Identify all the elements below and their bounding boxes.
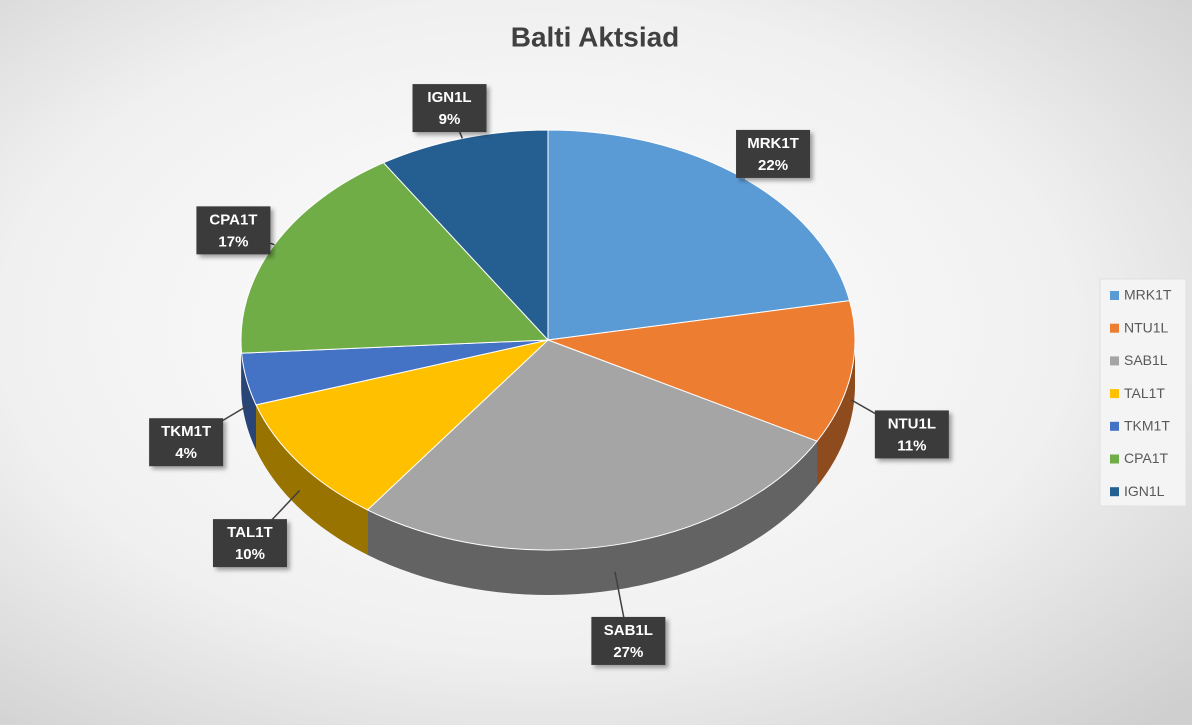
data-label-box <box>149 418 224 467</box>
legend-label: IGN1L <box>1124 483 1165 499</box>
legend-swatch <box>1110 389 1119 399</box>
data-label-category: CPA1T <box>209 211 257 228</box>
legend-label: NTU1L <box>1124 319 1169 335</box>
legend-swatch <box>1110 356 1119 366</box>
data-label-category: MRK1T <box>747 135 799 152</box>
slice <box>547 129 851 341</box>
data-label-category: TKM1T <box>161 423 211 440</box>
data-label-box <box>874 410 949 459</box>
data-label-box <box>591 616 666 665</box>
data-label-category: SAB1L <box>604 622 653 639</box>
data-label-box <box>412 84 487 133</box>
slice-side <box>241 353 257 450</box>
slice <box>547 300 856 442</box>
slice <box>255 339 550 511</box>
data-label-value: 17% <box>218 233 248 250</box>
chart-title: Balti Aktsiad <box>511 21 680 52</box>
data-label-category: NTU1L <box>888 415 936 432</box>
slice <box>366 339 818 551</box>
legend-swatch <box>1110 323 1119 333</box>
data-label-value: 10% <box>235 546 265 563</box>
slice <box>240 162 550 354</box>
legend-label: TAL1T <box>1124 385 1165 401</box>
data-label-box <box>196 206 271 255</box>
legend-swatch <box>1110 487 1119 497</box>
slice-side <box>256 404 368 555</box>
data-label-value: 9% <box>439 111 461 128</box>
data-label-value: 4% <box>175 445 197 462</box>
legend-swatch <box>1110 454 1119 464</box>
legend-label: CPA1T <box>1124 450 1169 466</box>
legend-swatch <box>1110 291 1119 300</box>
data-label-box <box>736 129 811 178</box>
data-label-value: 22% <box>758 157 788 174</box>
data-label-category: TAL1T <box>227 524 273 541</box>
slice-side <box>367 441 818 595</box>
legend-swatch <box>1110 421 1119 431</box>
data-label-box <box>212 519 287 568</box>
data-label-category: IGN1L <box>427 89 471 106</box>
legend-label: SAB1L <box>1124 352 1168 368</box>
data-label-value: 11% <box>897 437 926 454</box>
legend-label: TKM1T <box>1124 418 1170 434</box>
data-label-value: 27% <box>613 644 643 661</box>
legend-label: MRK1T <box>1124 287 1172 303</box>
